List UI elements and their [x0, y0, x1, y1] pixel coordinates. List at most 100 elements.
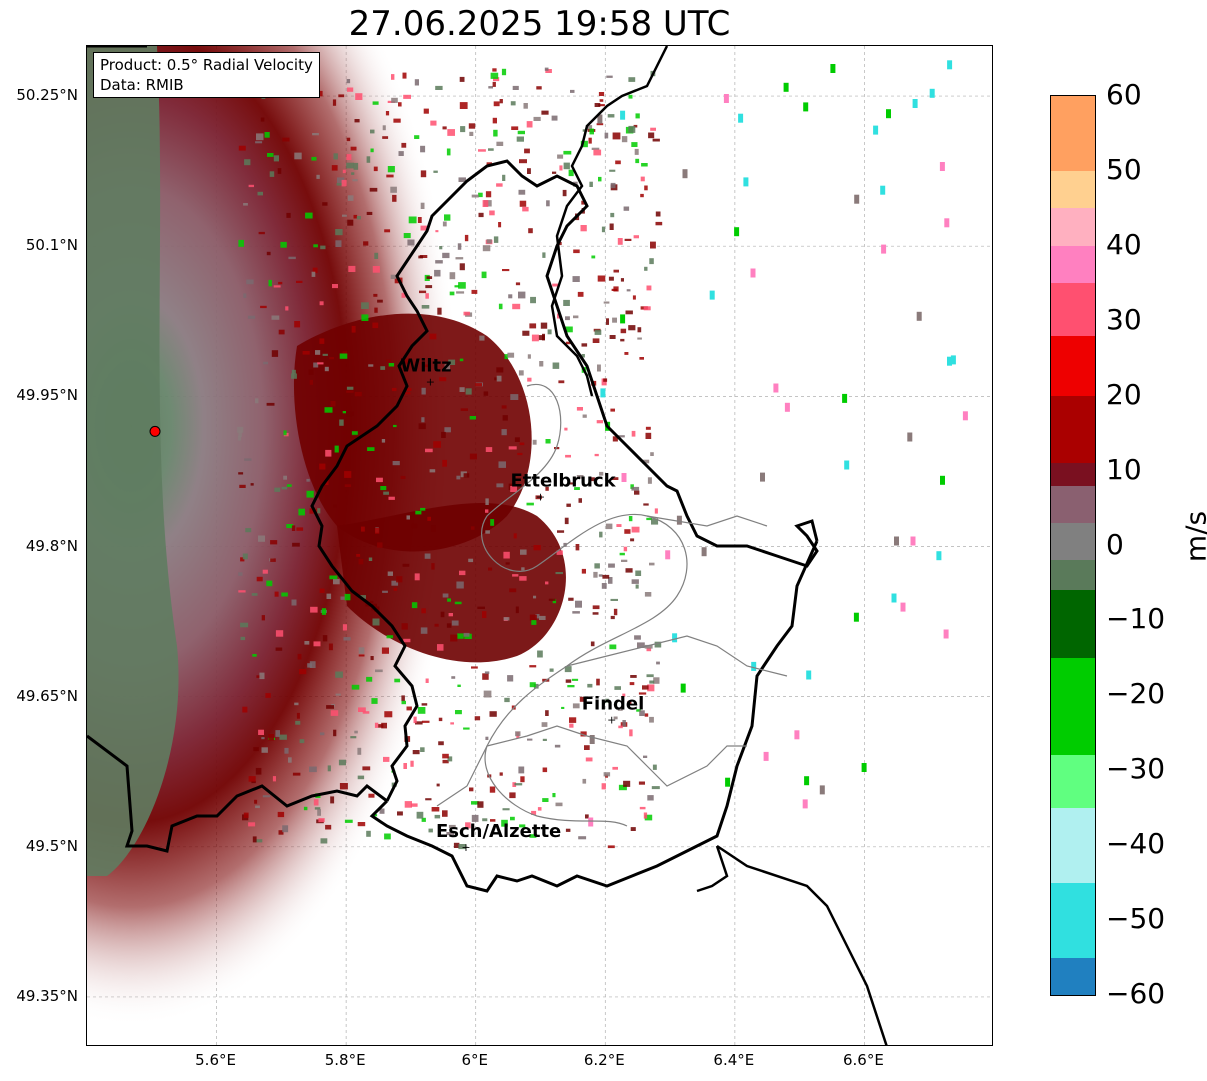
radar-bin [530, 296, 536, 304]
radar-bin [354, 119, 360, 123]
radar-bin [403, 638, 411, 643]
radar-bin [260, 117, 265, 122]
radar-bin [450, 722, 454, 725]
radar-bin [398, 151, 404, 156]
radar-bin [502, 415, 508, 421]
radar-bin [514, 437, 520, 442]
radar-bin [743, 177, 749, 187]
radar-bin [312, 267, 318, 273]
radar-bin [615, 160, 621, 165]
radar-bin [588, 137, 592, 144]
radar-bin [886, 109, 891, 119]
radar-bin [518, 766, 525, 774]
radar-bin [243, 203, 248, 206]
radar-bin [255, 141, 263, 144]
radar-map[interactable]: + Wiltz + Ettelbruck + Findel + Esch/Alzette [86, 45, 993, 1046]
radar-bin [247, 315, 256, 319]
radar-bin [329, 357, 335, 360]
radar-bin [346, 79, 351, 84]
radar-bin [624, 529, 631, 534]
radar-bin [368, 364, 374, 367]
radar-bin [638, 692, 647, 695]
radar-bin [460, 408, 468, 411]
radar-bin [552, 598, 557, 604]
radar-bin [589, 735, 595, 744]
radar-bin [589, 477, 595, 482]
radar-bin [611, 477, 619, 480]
radar-bin [439, 377, 447, 382]
radar-bin [578, 498, 582, 503]
radar-bin [258, 535, 265, 542]
radar-bin [539, 361, 544, 367]
radar-bin [457, 243, 462, 250]
radar-bin [419, 255, 428, 258]
radar-bin [450, 634, 458, 642]
radar-bin [299, 739, 305, 744]
radar-bin [334, 445, 339, 453]
radar-bin [485, 736, 489, 740]
radar-bin [520, 549, 527, 555]
radar-bin [944, 218, 950, 228]
radar-bin [430, 525, 437, 532]
radar-bin [628, 516, 633, 522]
radar-bin [343, 637, 351, 641]
radar-bin [589, 128, 594, 135]
radar-bin [382, 125, 386, 131]
radar-bin [322, 353, 328, 356]
radar-bin [493, 77, 500, 82]
radar-bin [346, 390, 354, 393]
radar-bin [496, 483, 504, 488]
radar-bin [305, 212, 313, 219]
radar-bin [319, 301, 324, 306]
radar-bin [435, 260, 443, 264]
radar-bin [853, 612, 859, 622]
radar-bin [309, 379, 313, 385]
radar-bin [266, 251, 271, 256]
radar-bin [470, 526, 475, 530]
radar-bin [370, 600, 374, 603]
radar-bin [401, 142, 407, 148]
radar-bin [529, 614, 537, 621]
radar-bin [559, 165, 563, 171]
radar-bin [342, 411, 346, 414]
radar-bin [582, 778, 587, 784]
radar-bin [522, 206, 529, 212]
radar-bin [329, 575, 338, 580]
radar-bin [633, 124, 638, 128]
radar-bin [421, 817, 426, 822]
radar-bin [298, 508, 305, 516]
radar-bin [738, 113, 744, 123]
radar-bin [342, 624, 347, 631]
radar-bin [306, 490, 314, 498]
radar-bin [256, 133, 264, 141]
radar-bin [503, 617, 510, 621]
radar-bin [610, 408, 615, 412]
radar-bin [929, 88, 935, 98]
radar-bin [314, 807, 321, 810]
radar-bin [373, 166, 378, 172]
radar-bin [482, 611, 487, 618]
radar-bin [372, 266, 380, 273]
radar-bin [587, 683, 593, 688]
radar-bin [609, 169, 616, 172]
radar-bin [361, 526, 365, 532]
colorbar-segment [1051, 170, 1095, 209]
radar-site-marker[interactable] [149, 425, 161, 437]
radar-bin [597, 275, 606, 282]
radar-bin [592, 338, 600, 343]
radar-map-canvas[interactable]: +Wiltz+Ettelbruck+Findel+Esch/Alzette [87, 46, 993, 1046]
radar-bin [581, 200, 586, 205]
radar-bin [341, 179, 347, 187]
radar-bin [557, 530, 565, 533]
radar-bin [339, 419, 344, 426]
radar-bin [442, 221, 447, 227]
radar-bin [346, 162, 354, 169]
radar-bin [324, 366, 329, 372]
city-esch-alzette: +Esch/Alzette [436, 821, 561, 854]
radar-bin [519, 576, 527, 581]
radar-bin [651, 786, 660, 790]
radar-bin [649, 716, 654, 723]
radar-bin [286, 212, 291, 218]
colorbar-tick-label: 40 [1106, 227, 1142, 261]
radar-bin [296, 712, 300, 719]
